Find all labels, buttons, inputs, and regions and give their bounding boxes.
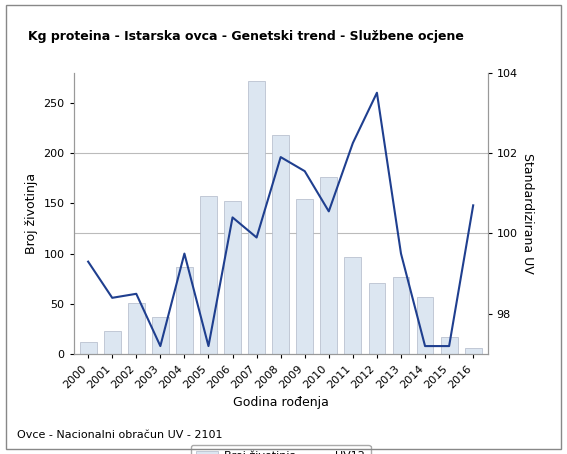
Bar [128, 303, 145, 354]
X-axis label: Godina rođenja: Godina rođenja [232, 396, 329, 409]
Bar [248, 81, 265, 354]
Bar [200, 196, 217, 354]
Bar [297, 199, 313, 354]
Legend: Broj životinja, UV12: Broj životinja, UV12 [191, 445, 371, 454]
Bar [344, 257, 361, 354]
Bar [80, 342, 96, 354]
Bar [369, 283, 386, 354]
Bar [465, 348, 481, 354]
Bar [320, 177, 337, 354]
Bar [104, 331, 121, 354]
Y-axis label: Standardizirana UV: Standardizirana UV [522, 153, 535, 274]
Bar [224, 201, 241, 354]
Bar [417, 297, 434, 354]
Text: Kg proteina - Istarska ovca - Genetski trend - Službene ocjene: Kg proteina - Istarska ovca - Genetski t… [28, 30, 464, 43]
Bar [441, 337, 458, 354]
Bar [176, 266, 193, 354]
Text: Ovce - Nacionalni obračun UV - 2101: Ovce - Nacionalni obračun UV - 2101 [17, 430, 222, 440]
Y-axis label: Broj životinja: Broj životinja [25, 173, 38, 254]
Bar [272, 135, 289, 354]
Bar [392, 276, 409, 354]
Bar [152, 317, 169, 354]
